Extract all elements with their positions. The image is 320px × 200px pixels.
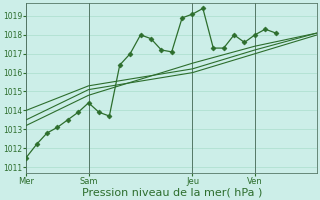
X-axis label: Pression niveau de la mer( hPa ): Pression niveau de la mer( hPa ) [82, 187, 262, 197]
